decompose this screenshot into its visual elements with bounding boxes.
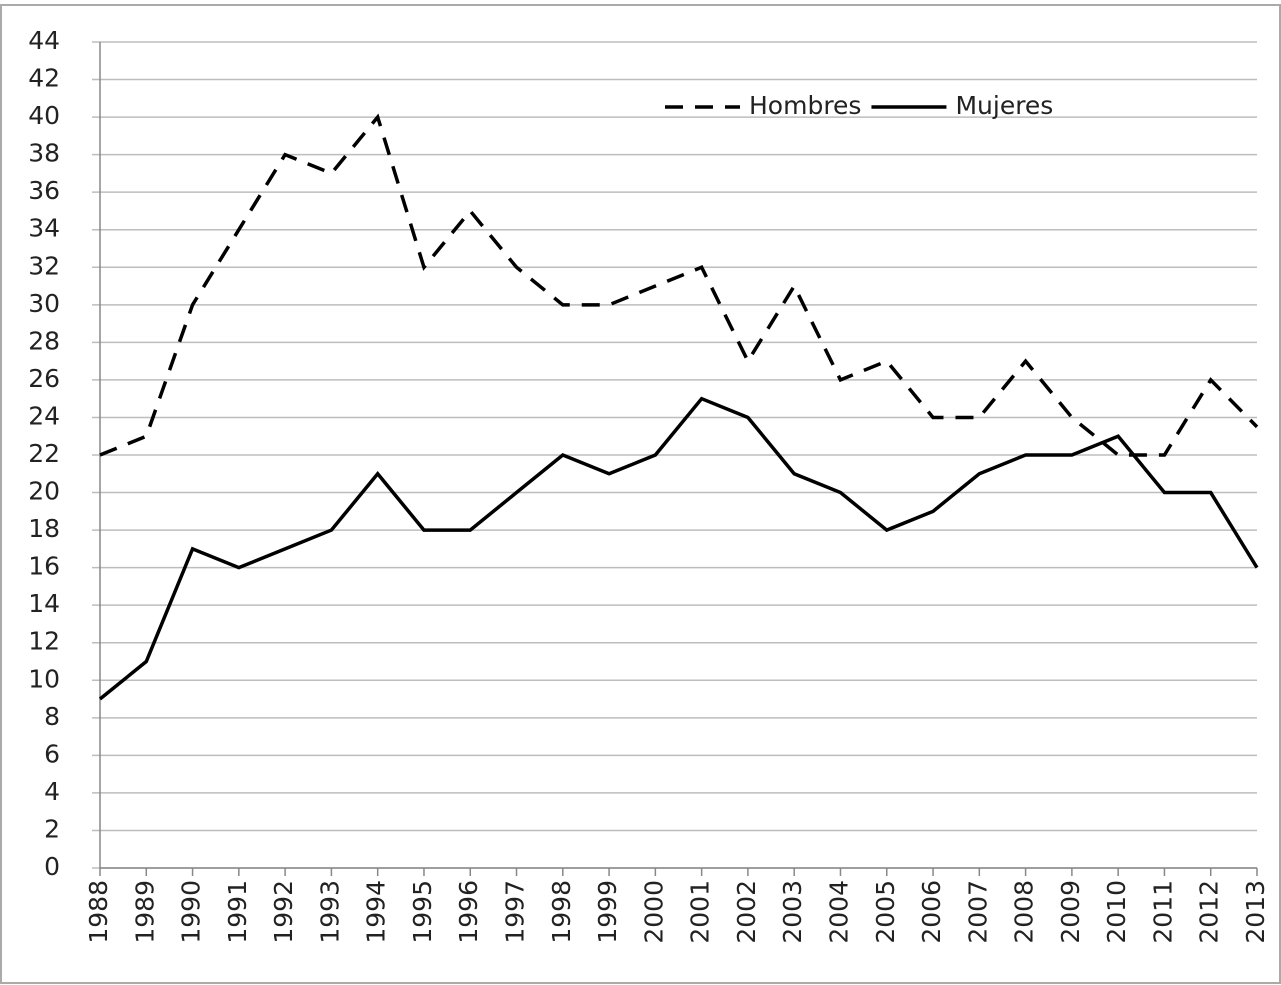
frame [0,4,1281,984]
y-tick-label: 42 [28,64,60,93]
x-tick-label: 1988 [84,880,113,944]
x-tick-label: 1999 [593,880,622,944]
x-tick-label: 2008 [1010,880,1039,944]
y-tick-label: 32 [28,251,60,280]
y-tick-label: 10 [28,664,60,693]
x-tick-label: 2013 [1241,880,1270,944]
x-tick-label: 1996 [454,880,483,944]
x-tick-label: 1992 [269,880,298,944]
x-tick-label: 1991 [223,880,252,944]
x-tick-label: 1989 [130,880,159,944]
x-tick-label: 1994 [362,880,391,944]
y-tick-label: 26 [28,364,60,393]
x-tick-label: 2011 [1148,880,1177,944]
y-tick-label: 36 [28,176,60,205]
y-tick-label: 8 [44,702,60,731]
y-tick-label: 6 [44,739,60,768]
y-tick-label: 34 [28,214,60,243]
x-tick-label: 1993 [315,880,344,944]
x-tick-label: 1998 [547,880,576,944]
y-tick-label: 24 [28,401,60,430]
x-tick-label: 1997 [501,880,530,944]
legend-label: Mujeres [955,91,1053,120]
x-tick-label: 1995 [408,880,437,944]
x-tick-label: 2006 [917,880,946,944]
y-tick-label: 0 [44,852,60,881]
y-tick-label: 14 [28,589,60,618]
x-tick-label: 2001 [686,880,715,944]
y-tick-label: 12 [28,627,60,656]
line-series [99,113,1259,457]
y-tick-label: 22 [28,439,60,468]
x-tick-label: 2009 [1056,880,1085,944]
y-tick-label: 38 [28,139,60,168]
legend-label: Hombres [749,91,861,120]
x-tick-label: 2010 [1102,880,1131,944]
y-tick-label: 40 [28,101,60,130]
y-tick-label: 2 [44,814,60,843]
x-tick-label: 2000 [639,880,668,944]
y-tick-label: 30 [28,289,60,318]
x-tick-label: 1990 [177,880,206,944]
y-tick-label: 18 [28,514,60,543]
y-tick-label: 44 [28,26,60,55]
x-tick-label: 2005 [871,880,900,944]
x-tick-label: 2007 [963,880,992,944]
y-tick-label: 4 [44,777,60,806]
x-tick-label: 2003 [778,880,807,944]
y-tick-label: 20 [28,477,60,506]
x-tick-label: 2002 [732,880,761,944]
y-tick-label: 28 [28,326,60,355]
x-tick-label: 2004 [824,880,853,944]
y-tick-label: 16 [28,552,60,581]
line-series [98,396,1259,701]
x-tick-label: 2012 [1195,880,1224,944]
